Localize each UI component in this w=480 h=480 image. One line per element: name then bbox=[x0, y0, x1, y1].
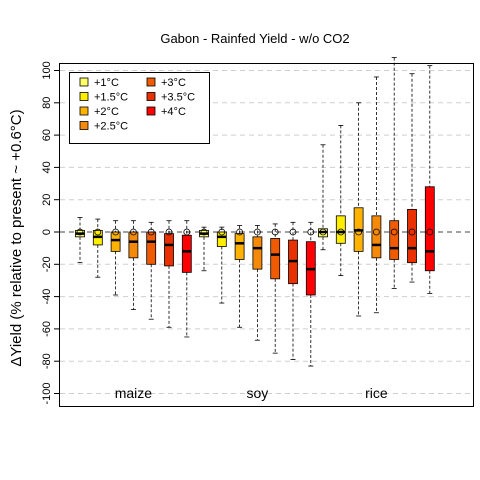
mean-marker bbox=[355, 228, 363, 236]
group-label-maize: maize bbox=[115, 385, 153, 401]
box-soy-5 bbox=[288, 221, 298, 360]
mean-marker bbox=[183, 228, 191, 236]
box-body bbox=[252, 236, 263, 270]
box-maize-0 bbox=[75, 217, 85, 264]
box-maize-3 bbox=[128, 220, 139, 310]
box-rice-1 bbox=[335, 125, 346, 277]
mean-marker bbox=[426, 228, 434, 236]
box-maize-5 bbox=[164, 220, 174, 328]
legend-label: +2.5°C bbox=[94, 121, 128, 133]
box-maize-6 bbox=[181, 220, 192, 338]
mean-marker bbox=[408, 228, 416, 236]
y-tick-label: 20 bbox=[41, 194, 53, 206]
legend-swatch bbox=[146, 92, 156, 101]
y-tick-label: -20 bbox=[41, 256, 53, 272]
y-tick-label: 60 bbox=[41, 129, 53, 141]
box-maize-4 bbox=[146, 221, 157, 320]
mean-marker bbox=[319, 228, 327, 236]
group-label-rice: rice bbox=[365, 385, 388, 401]
box-soy-2 bbox=[234, 225, 245, 328]
legend: +1°C +1.5°C +2°C +2.5°C +3°C +3.5°C +4°C bbox=[69, 72, 210, 144]
y-tick-label: -60 bbox=[41, 321, 53, 337]
box-plots bbox=[75, 57, 435, 367]
box-body bbox=[234, 233, 245, 260]
legend-label: +1.5°C bbox=[94, 92, 128, 104]
box-maize-1 bbox=[92, 218, 103, 278]
box-body bbox=[128, 231, 139, 259]
box-body bbox=[389, 220, 400, 260]
box-body bbox=[335, 215, 346, 244]
y-tick-label: 40 bbox=[41, 161, 53, 173]
mean-marker bbox=[289, 228, 297, 236]
mean-marker bbox=[200, 228, 208, 236]
mean-marker bbox=[337, 228, 345, 236]
mean-marker bbox=[129, 228, 137, 236]
mean-marker bbox=[94, 228, 102, 236]
box-rice-3 bbox=[371, 76, 382, 314]
mean-marker bbox=[390, 228, 398, 236]
legend-label: +3°C bbox=[161, 77, 186, 89]
box-body bbox=[270, 238, 281, 280]
legend-swatch bbox=[79, 77, 89, 87]
legend-swatch bbox=[146, 77, 156, 87]
mean-marker bbox=[253, 228, 261, 236]
legend-swatch bbox=[79, 92, 89, 101]
legend-swatch bbox=[79, 121, 89, 130]
box-body bbox=[181, 234, 192, 273]
box-body bbox=[371, 215, 382, 259]
y-tick-label: -100 bbox=[41, 382, 53, 404]
mean-marker bbox=[218, 228, 226, 236]
group-labels: maize soy rice bbox=[115, 385, 388, 401]
box-rice-6 bbox=[424, 65, 435, 294]
legend-label: +2°C bbox=[94, 106, 119, 118]
box-rice-5 bbox=[407, 73, 417, 283]
box-soy-3 bbox=[252, 225, 263, 341]
mean-marker bbox=[307, 228, 315, 236]
mean-marker bbox=[76, 228, 84, 236]
mean-marker bbox=[372, 228, 380, 236]
legend-label: +1°C bbox=[94, 77, 119, 89]
box-soy-4 bbox=[270, 223, 281, 354]
box-body bbox=[110, 231, 121, 252]
legend-label: +4°C bbox=[161, 106, 186, 118]
box-soy-0 bbox=[199, 226, 209, 272]
box-maize-2 bbox=[110, 220, 121, 296]
box-soy-6 bbox=[305, 221, 316, 367]
y-axis-label: ΔYield (% relative to present ~ +0.6°C) bbox=[8, 109, 25, 366]
box-soy-1 bbox=[216, 226, 227, 304]
y-tick-label: -80 bbox=[41, 353, 53, 369]
y-tick-label: 100 bbox=[41, 61, 53, 79]
y-axis: -100 -80 -60 -40 -20 0 20 40 60 80 100 bbox=[41, 61, 60, 405]
legend-swatch bbox=[79, 106, 89, 116]
box-body bbox=[407, 208, 417, 264]
box-rice-0 bbox=[318, 144, 328, 251]
box-body bbox=[216, 231, 227, 247]
legend-box bbox=[69, 72, 210, 144]
mean-marker bbox=[147, 228, 155, 236]
box-rice-4 bbox=[389, 57, 400, 289]
box-rice-2 bbox=[353, 102, 364, 317]
plot-border bbox=[59, 63, 474, 407]
mean-marker bbox=[112, 228, 119, 236]
y-tick-label: 0 bbox=[41, 229, 53, 235]
legend-swatch bbox=[146, 106, 156, 116]
grid-lines bbox=[60, 70, 473, 394]
mean-marker bbox=[236, 228, 244, 236]
mean-marker bbox=[271, 228, 279, 236]
mean-marker bbox=[165, 228, 173, 236]
y-tick-label: -40 bbox=[41, 289, 53, 305]
box-body bbox=[146, 231, 157, 265]
box-body bbox=[164, 233, 174, 267]
chart-title: Gabon - Rainfed Yield - w/o CO2 bbox=[160, 31, 349, 46]
y-tick-label: 80 bbox=[41, 97, 53, 109]
group-label-soy: soy bbox=[247, 385, 269, 401]
legend-label: +3.5°C bbox=[161, 92, 195, 104]
